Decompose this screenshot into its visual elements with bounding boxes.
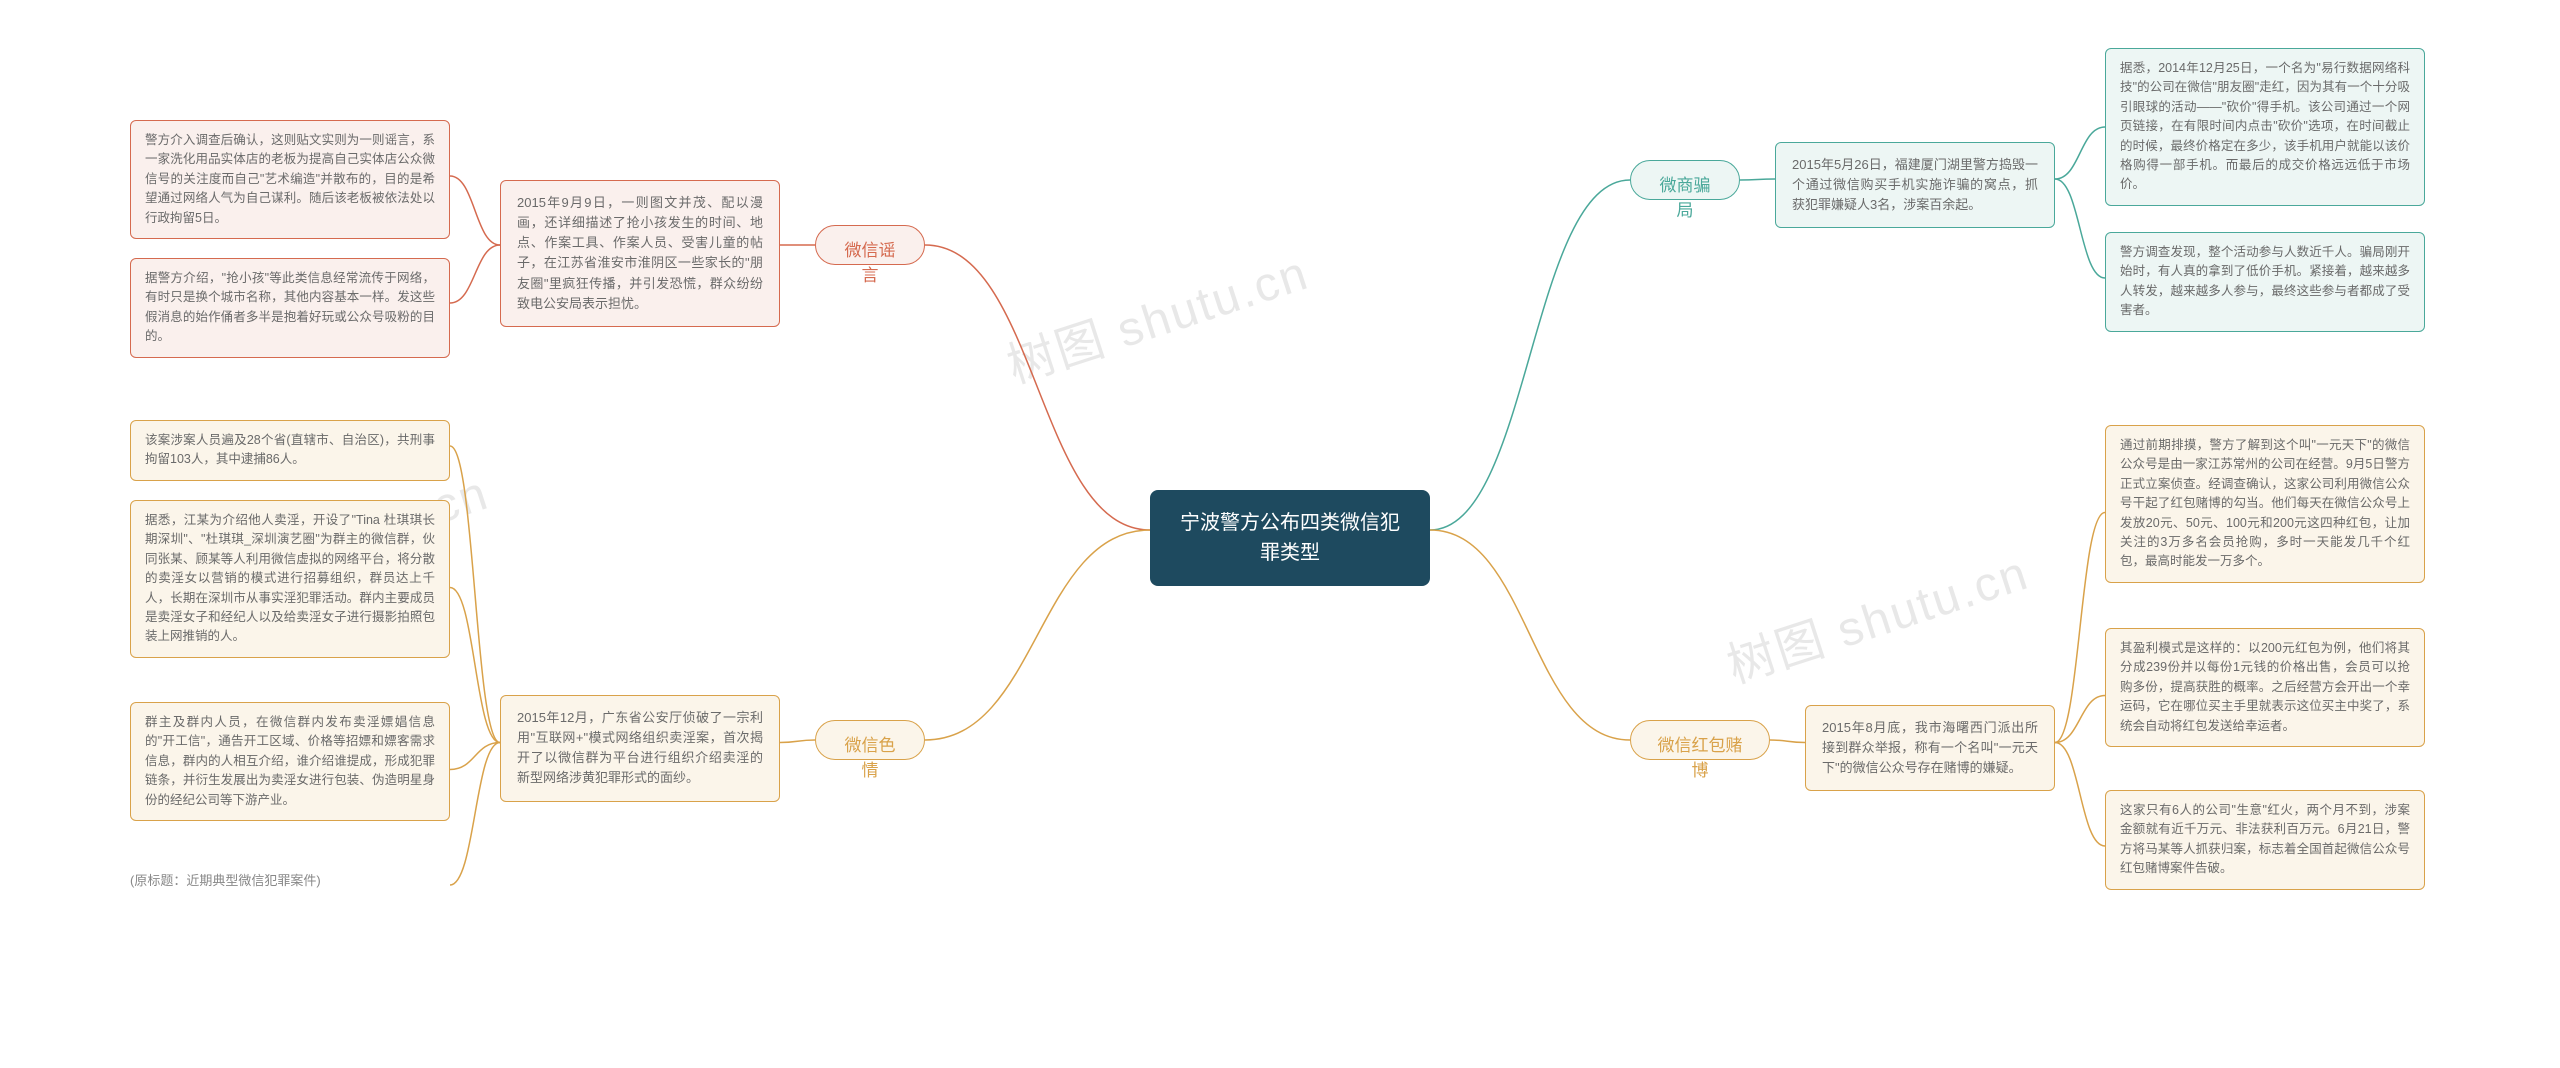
watermark-2: 树图 shutu.cn [997, 233, 1316, 396]
leaf-porn-1: 据悉，江某为介绍他人卖淫，开设了"Tina 杜琪琪长期深圳"、"杜琪琪_深圳演艺… [130, 500, 450, 658]
watermark-3: 树图 shutu.cn [1717, 533, 2036, 696]
leaf-scam-0: 据悉，2014年12月25日，一个名为"易行数据网络科技"的公司在微信"朋友圈"… [2105, 48, 2425, 206]
leaf-rumor-0: 警方介入调查后确认，这则贴文实则为一则谣言，系一家洗化用品实体店的老板为提高自己… [130, 120, 450, 239]
sub-porn: 2015年12月，广东省公安厅侦破了一宗利用"互联网+"模式网络组织卖淫案，首次… [500, 695, 780, 802]
leaf-porn-3: (原标题：近期典型微信犯罪案件) [130, 870, 450, 889]
branch-gamble: 微信红包赌博 [1630, 720, 1770, 760]
leaf-gamble-0: 通过前期排摸，警方了解到这个叫"一元天下"的微信公众号是由一家江苏常州的公司在经… [2105, 425, 2425, 583]
leaf-scam-1: 警方调查发现，整个活动参与人数近千人。骗局刚开始时，有人真的拿到了低价手机。紧接… [2105, 232, 2425, 332]
branch-scam: 微商骗局 [1630, 160, 1740, 200]
branch-rumor: 微信谣言 [815, 225, 925, 265]
sub-gamble: 2015年8月底，我市海曙西门派出所接到群众举报，称有一个名叫"一元天下"的微信… [1805, 705, 2055, 791]
leaf-porn-2: 群主及群内人员，在微信群内发布卖淫嫖娼信息的"开工信"，通告开工区域、价格等招嫖… [130, 702, 450, 821]
root-node: 宁波警方公布四类微信犯罪类型 [1150, 490, 1430, 586]
leaf-porn-0: 该案涉案人员遍及28个省(直辖市、自治区)，共刑事拘留103人，其中逮捕86人。 [130, 420, 450, 481]
branch-porn: 微信色情 [815, 720, 925, 760]
leaf-rumor-1: 据警方介绍，"抢小孩"等此类信息经常流传于网络，有时只是换个城市名称，其他内容基… [130, 258, 450, 358]
leaf-gamble-1: 其盈利模式是这样的：以200元红包为例，他们将其分成239份并以每份1元钱的价格… [2105, 628, 2425, 747]
sub-scam: 2015年5月26日，福建厦门湖里警方捣毁一个通过微信购买手机实施诈骗的窝点，抓… [1775, 142, 2055, 228]
sub-rumor: 2015年9月9日，一则图文并茂、配以漫画，还详细描述了抢小孩发生的时间、地点、… [500, 180, 780, 327]
leaf-gamble-2: 这家只有6人的公司"生意"红火，两个月不到，涉案金额就有近千万元、非法获利百万元… [2105, 790, 2425, 890]
